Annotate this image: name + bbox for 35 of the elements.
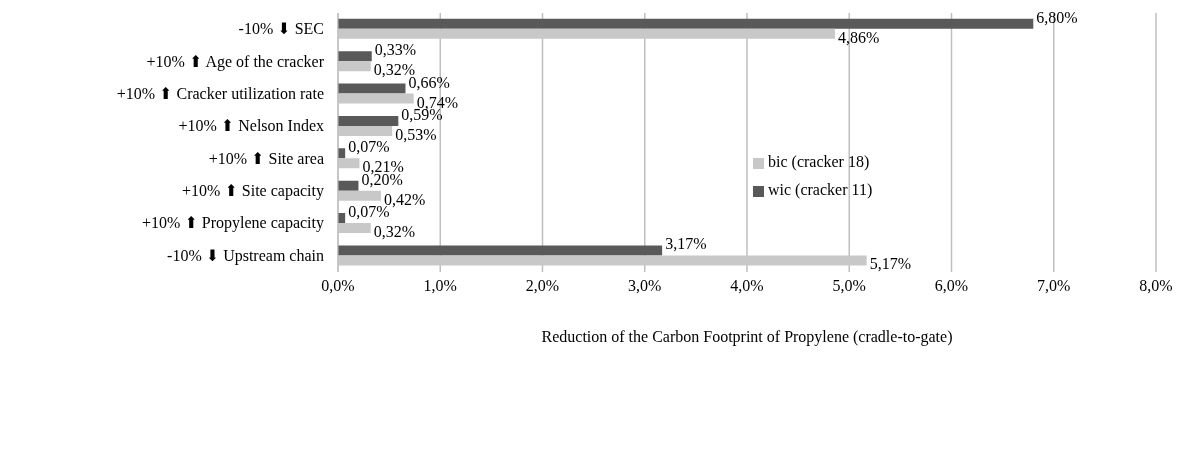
data-label: 0,33% [374, 41, 417, 59]
bar [338, 83, 406, 94]
y-tick-label: +10% ⬆ Age of the cracker [146, 52, 325, 71]
bar [338, 18, 1034, 29]
x-axis-title: Reduction of the Carbon Footprint of Propylene (cradle-to-gate) [541, 328, 953, 346]
x-tick-label: 7,0% [1037, 277, 1071, 295]
x-tick-label: 3,0% [628, 277, 662, 295]
data-label: 4,86% [837, 28, 880, 46]
x-tick-label: 0,0% [321, 277, 355, 295]
x-tick-label: 4,0% [730, 277, 764, 295]
y-tick-label: +10% ⬆ Propylene capacity [142, 214, 324, 233]
data-label: 5,17% [869, 255, 911, 273]
y-tick-label: +10% ⬆ Site capacity [182, 182, 324, 201]
data-label: 0,53% [395, 125, 437, 143]
data-label: 6,80% [1036, 8, 1078, 26]
x-tick-label: 8,0% [1139, 277, 1173, 295]
bar [338, 115, 399, 126]
bar [338, 245, 663, 256]
data-label: 0,07% [348, 138, 390, 156]
x-tick-label: 6,0% [934, 277, 969, 295]
bar [338, 180, 359, 191]
y-tick-label: -10% ⬇ Upstream chain [167, 246, 324, 265]
y-tick-label: -10% ⬇ SEC [238, 20, 324, 38]
data-label: 0,42% [383, 190, 426, 208]
y-tick-label: +10% ⬆ Nelson Index [178, 117, 324, 135]
x-tick-label: 2,0% [525, 277, 560, 295]
y-tick-label: +10% ⬆ Cracker utilization rate [116, 84, 324, 102]
legend-label: bic (cracker 18) [768, 153, 870, 170]
x-tick-label: 5,0% [832, 277, 866, 295]
legend-label: wic (cracker 11) [768, 181, 873, 198]
bar [338, 51, 372, 62]
data-label: 3,17% [665, 235, 707, 253]
y-tick-label: +10% ⬆ Site area [208, 149, 324, 167]
x-tick-label: 1,0% [423, 277, 457, 295]
data-label: 0,32% [373, 223, 416, 241]
